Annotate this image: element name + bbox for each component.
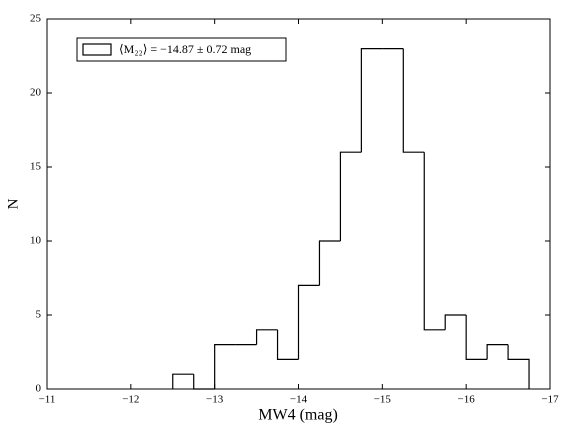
x-tick-label: −14 xyxy=(290,394,308,406)
histogram-bin xyxy=(255,329,278,345)
legend-box xyxy=(76,37,287,62)
histogram-bin xyxy=(339,151,362,241)
histogram-bin xyxy=(172,373,194,389)
histogram-bin xyxy=(297,284,320,360)
histogram-bin xyxy=(276,329,299,360)
y-tick-label: 0 xyxy=(36,383,42,395)
x-tick-label: −16 xyxy=(458,394,476,406)
histogram-bin xyxy=(465,315,488,360)
x-tick-label: −13 xyxy=(206,394,224,406)
y-tick-label: 10 xyxy=(30,235,42,247)
x-axis-label: MW4 (mag) xyxy=(258,407,338,424)
legend-swatch xyxy=(82,43,112,56)
histogram-bin xyxy=(507,344,530,389)
y-tick-label: 25 xyxy=(30,13,42,25)
histogram-bin xyxy=(360,48,383,153)
histogram-bin xyxy=(318,240,341,286)
y-tick-label: 5 xyxy=(36,309,42,321)
histogram-bin xyxy=(402,48,425,153)
x-tick-label: −17 xyxy=(541,394,559,406)
y-tick-label: 15 xyxy=(30,161,42,173)
histogram-bin xyxy=(444,314,467,330)
legend-label: ⟨M₂₂⟩ = −14.87 ± 0.72 mag xyxy=(119,42,251,56)
x-tick-label: −11 xyxy=(39,394,56,406)
histogram-bin xyxy=(423,152,446,331)
x-tick-label: −12 xyxy=(122,394,139,406)
y-tick-label: 20 xyxy=(30,87,42,99)
histogram-bin xyxy=(193,374,215,390)
histogram-bin xyxy=(214,344,236,389)
histogram-bin xyxy=(486,344,509,360)
y-axis-label: N xyxy=(5,198,21,209)
x-tick-label: −15 xyxy=(374,394,392,406)
